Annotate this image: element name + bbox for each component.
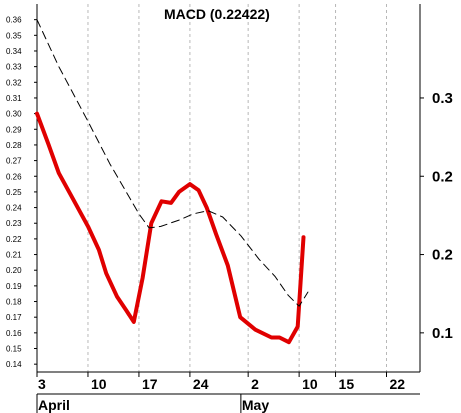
left-tick-label: 0.26 bbox=[6, 172, 22, 181]
series-layer bbox=[35, 19, 309, 345]
left-tick-label: 0.30 bbox=[6, 110, 22, 119]
x-axis: 3 10 17 24 2 10 15 22 April May bbox=[36, 371, 420, 413]
x-tick-label: 17 bbox=[142, 376, 158, 392]
left-tick-label: 0.28 bbox=[6, 141, 22, 150]
left-tick-label: 0.24 bbox=[6, 204, 22, 213]
left-tick-label: 0.15 bbox=[6, 345, 22, 354]
x-tick-label: 3 bbox=[38, 376, 46, 392]
left-tick-label: 0.25 bbox=[6, 188, 22, 197]
x-tick-label: 22 bbox=[390, 376, 406, 392]
right-tick-label: 0.3 bbox=[432, 90, 453, 107]
left-tick-label: 0.18 bbox=[6, 298, 22, 307]
right-tick-label: 0.2 bbox=[432, 247, 453, 264]
left-tick-label: 0.20 bbox=[6, 266, 22, 275]
signal-line bbox=[36, 19, 309, 307]
month-label: April bbox=[38, 397, 70, 413]
left-tick-label: 0.21 bbox=[6, 251, 22, 260]
x-tick-label: 10 bbox=[91, 376, 107, 392]
macd-line bbox=[35, 111, 306, 345]
x-tick-label: 24 bbox=[193, 376, 209, 392]
left-tick-label: 0.19 bbox=[6, 282, 22, 291]
left-tick-label: 0.14 bbox=[6, 360, 22, 369]
x-tick-label: 2 bbox=[251, 376, 259, 392]
left-tick-label: 0.34 bbox=[6, 47, 22, 56]
left-tick-label: 0.22 bbox=[6, 235, 22, 244]
left-tick-label: 0.16 bbox=[6, 329, 22, 338]
left-tick-label: 0.23 bbox=[6, 219, 22, 228]
right-tick-label: 0.1 bbox=[432, 325, 453, 342]
month-label: May bbox=[242, 397, 269, 413]
chart-title: MACD (0.22422) bbox=[164, 6, 270, 22]
x-tick-label: 10 bbox=[302, 376, 318, 392]
left-tick-label: 0.36 bbox=[6, 16, 22, 25]
left-tick-label: 0.27 bbox=[6, 157, 22, 166]
right-tick-label: 0.2 bbox=[432, 168, 453, 185]
left-tick-label: 0.31 bbox=[6, 94, 22, 103]
left-tick-label: 0.35 bbox=[6, 31, 22, 40]
left-tick-label: 0.33 bbox=[6, 63, 22, 72]
left-axis: 0.14 0.15 0.16 0.17 0.18 0.19 0.20 0.21 0.22 0.23… bbox=[6, 4, 38, 372]
right-axis: 0.3 0.2 0.2 0.1 bbox=[419, 4, 453, 372]
left-tick-label: 0.32 bbox=[6, 78, 22, 87]
x-tick-label: 15 bbox=[339, 376, 355, 392]
left-tick-label: 0.29 bbox=[6, 125, 22, 134]
left-tick-label: 0.17 bbox=[6, 313, 22, 322]
